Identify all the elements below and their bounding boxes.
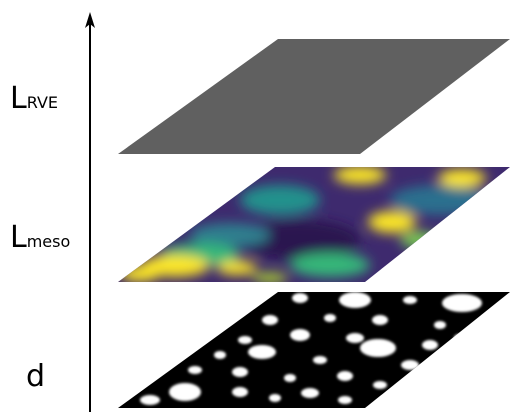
particle-plane xyxy=(118,292,510,408)
rve-plane xyxy=(118,39,510,154)
label-main: L xyxy=(10,81,27,116)
label-main: L xyxy=(10,220,27,255)
label-rve: LRVE xyxy=(10,81,58,116)
label-main: d xyxy=(26,359,45,394)
arrow-head xyxy=(85,12,95,28)
label-subscript: RVE xyxy=(27,93,58,112)
label-subscript: meso xyxy=(27,232,71,251)
label-meso: Lmeso xyxy=(10,220,70,255)
meso-plane xyxy=(118,167,510,282)
label-d: d xyxy=(26,359,45,394)
